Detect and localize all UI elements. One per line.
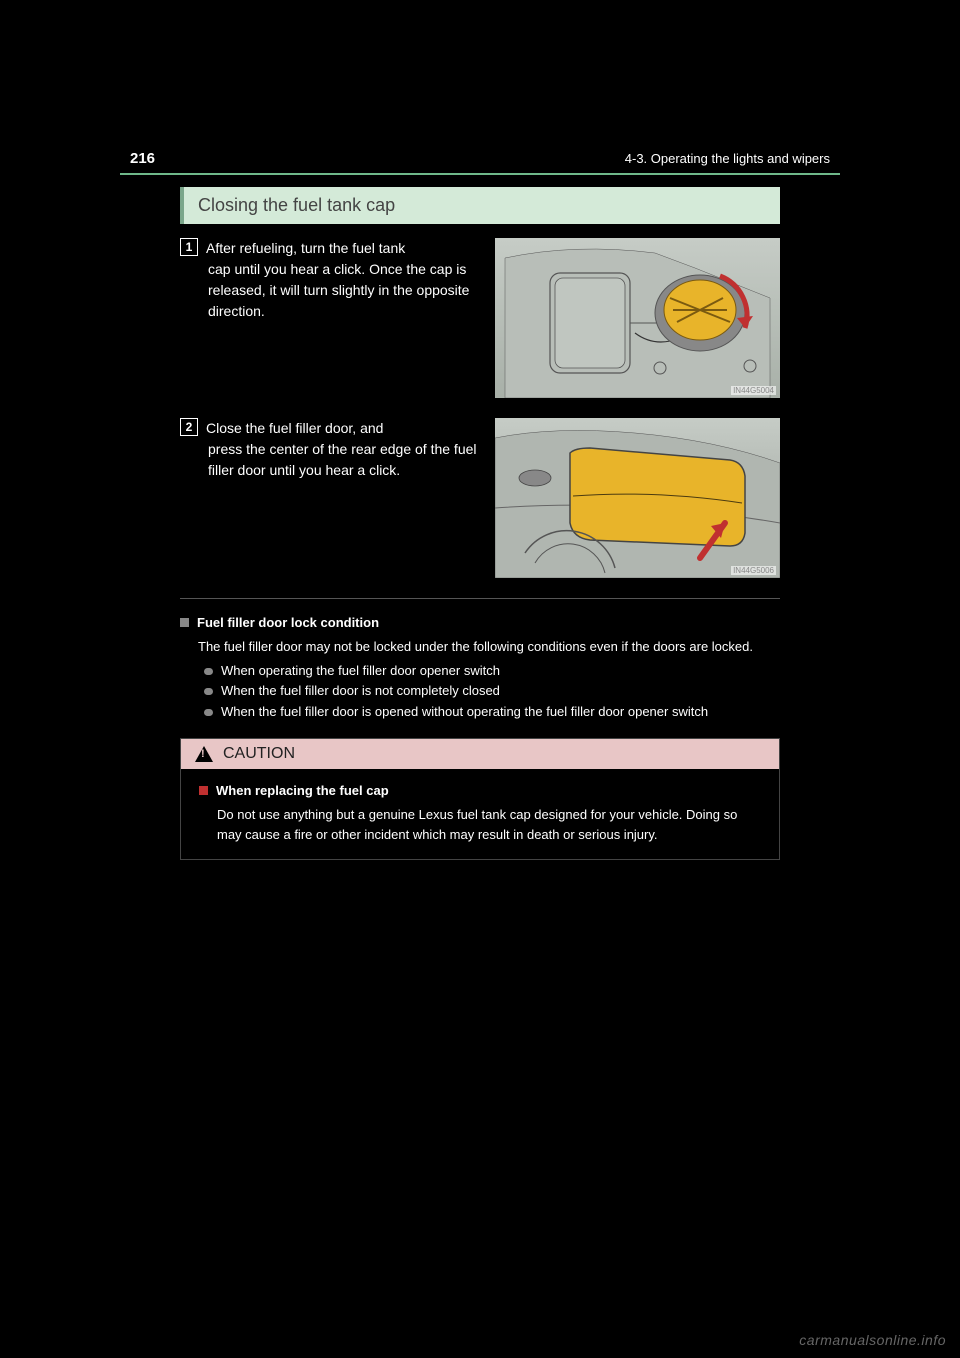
caution-bar: CAUTION: [181, 739, 779, 769]
step-illustration: IN44G5004: [495, 238, 780, 398]
step-text: 2 Close the fuel filler door, and press t…: [180, 418, 477, 578]
step-illustration: IN44G5006: [495, 418, 780, 578]
step-badge: 2: [180, 418, 198, 436]
breadcrumb: 4-3. Operating the lights and wipers: [625, 151, 830, 166]
caution-box: CAUTION When replacing the fuel cap Do n…: [180, 738, 780, 860]
note-title: Fuel filler door lock condition: [197, 615, 379, 630]
step-line-first: Close the fuel filler door, and: [206, 420, 383, 436]
square-bullet-icon: [199, 786, 208, 795]
warning-triangle-icon: [195, 746, 213, 762]
note-bullet: When the fuel filler door is opened with…: [204, 702, 780, 722]
section-title-bar: Closing the fuel tank cap: [180, 187, 780, 224]
step-line-rest: cap until you hear a click. Once the cap…: [208, 259, 477, 322]
section-title: Closing the fuel tank cap: [198, 195, 395, 215]
step-line-rest: press the center of the rear edge of the…: [208, 439, 477, 481]
note-bullet: When operating the fuel filler door open…: [204, 661, 780, 681]
step-line-first: After refueling, turn the fuel tank: [206, 240, 405, 256]
page-header: 216 4-3. Operating the lights and wipers: [120, 150, 840, 173]
fuel-cap-svg: [495, 238, 780, 398]
note-bullet: When the fuel filler door is not complet…: [204, 681, 780, 701]
step-badge: 1: [180, 238, 198, 256]
note-bullet-list: When operating the fuel filler door open…: [204, 661, 780, 721]
caution-label: CAUTION: [223, 745, 295, 763]
square-bullet-icon: [180, 618, 189, 627]
header-rule: [120, 173, 840, 175]
page-number: 216: [130, 150, 155, 167]
caution-title: When replacing the fuel cap: [216, 783, 389, 798]
image-label: IN44G5006: [731, 566, 776, 575]
step-row: 2 Close the fuel filler door, and press t…: [180, 418, 780, 578]
divider: [180, 598, 780, 599]
manual-page: 216 4-3. Operating the lights and wipers…: [120, 150, 840, 860]
note-block: Fuel filler door lock condition The fuel…: [180, 613, 780, 722]
step-row: 1 After refueling, turn the fuel tank cap…: [180, 238, 780, 398]
note-intro: The fuel filler door may not be locked u…: [198, 637, 780, 657]
fuel-door-svg: [495, 418, 780, 578]
caution-body: When replacing the fuel cap Do not use a…: [181, 769, 779, 859]
step-text: 1 After refueling, turn the fuel tank cap…: [180, 238, 477, 398]
watermark: carmanualsonline.info: [799, 1332, 946, 1348]
image-label: IN44G5004: [731, 386, 776, 395]
caution-text: Do not use anything but a genuine Lexus …: [217, 805, 761, 845]
